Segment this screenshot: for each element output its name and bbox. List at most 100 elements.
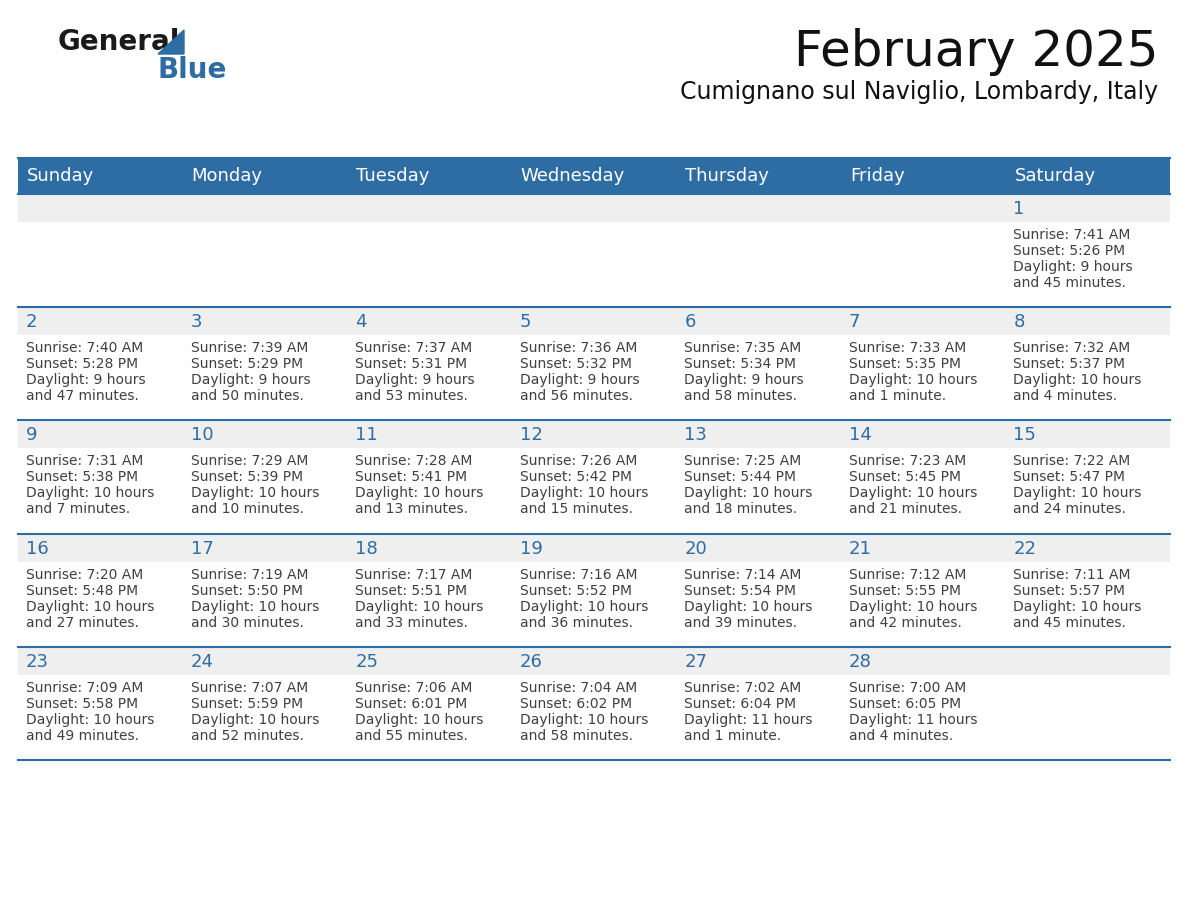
Text: 25: 25 <box>355 653 378 671</box>
Text: Sunrise: 7:19 AM: Sunrise: 7:19 AM <box>190 567 308 582</box>
Text: Daylight: 9 hours: Daylight: 9 hours <box>355 374 475 387</box>
Text: Sunrise: 7:16 AM: Sunrise: 7:16 AM <box>519 567 637 582</box>
Text: Daylight: 10 hours: Daylight: 10 hours <box>26 487 154 500</box>
Text: Sunset: 5:58 PM: Sunset: 5:58 PM <box>26 697 138 711</box>
Text: Sunset: 5:50 PM: Sunset: 5:50 PM <box>190 584 303 598</box>
Bar <box>183 448 347 533</box>
Text: Sunrise: 7:02 AM: Sunrise: 7:02 AM <box>684 681 802 695</box>
Text: Sunrise: 7:28 AM: Sunrise: 7:28 AM <box>355 454 473 468</box>
Text: Sunset: 5:28 PM: Sunset: 5:28 PM <box>26 357 138 371</box>
Text: Sunrise: 7:26 AM: Sunrise: 7:26 AM <box>519 454 637 468</box>
Text: 1: 1 <box>1013 200 1025 218</box>
Text: 9: 9 <box>26 426 38 444</box>
Text: Daylight: 9 hours: Daylight: 9 hours <box>1013 260 1133 274</box>
Bar <box>512 335 676 420</box>
Text: and 18 minutes.: and 18 minutes. <box>684 502 797 517</box>
Bar <box>1005 562 1170 647</box>
Text: Daylight: 9 hours: Daylight: 9 hours <box>684 374 804 387</box>
Text: and 50 minutes.: and 50 minutes. <box>190 389 303 403</box>
Bar <box>18 562 183 647</box>
Text: 22: 22 <box>1013 540 1036 557</box>
Text: 17: 17 <box>190 540 214 557</box>
Bar <box>841 562 1005 647</box>
Text: Sunrise: 7:14 AM: Sunrise: 7:14 AM <box>684 567 802 582</box>
Text: Sunset: 5:55 PM: Sunset: 5:55 PM <box>849 584 961 598</box>
Text: Sunset: 5:41 PM: Sunset: 5:41 PM <box>355 470 467 485</box>
Bar <box>347 222 512 308</box>
Text: 4: 4 <box>355 313 367 331</box>
Text: and 1 minute.: and 1 minute. <box>684 729 782 743</box>
Bar <box>1005 675 1170 760</box>
Bar <box>676 222 841 308</box>
Bar <box>18 308 1170 420</box>
Text: Daylight: 9 hours: Daylight: 9 hours <box>26 374 146 387</box>
Text: Daylight: 10 hours: Daylight: 10 hours <box>355 712 484 727</box>
Text: Sunrise: 7:39 AM: Sunrise: 7:39 AM <box>190 341 308 355</box>
Text: Sunset: 5:52 PM: Sunset: 5:52 PM <box>519 584 632 598</box>
Bar <box>841 335 1005 420</box>
Text: Daylight: 10 hours: Daylight: 10 hours <box>519 712 649 727</box>
Text: 6: 6 <box>684 313 696 331</box>
Bar <box>18 675 183 760</box>
Bar <box>347 448 512 533</box>
Text: Sunrise: 7:06 AM: Sunrise: 7:06 AM <box>355 681 473 695</box>
Text: Sunrise: 7:22 AM: Sunrise: 7:22 AM <box>1013 454 1131 468</box>
Text: and 58 minutes.: and 58 minutes. <box>684 389 797 403</box>
Text: Sunrise: 7:23 AM: Sunrise: 7:23 AM <box>849 454 966 468</box>
Text: Sunset: 5:42 PM: Sunset: 5:42 PM <box>519 470 632 485</box>
Text: and 4 minutes.: and 4 minutes. <box>849 729 953 743</box>
Text: 5: 5 <box>519 313 531 331</box>
Bar <box>841 675 1005 760</box>
Bar <box>676 562 841 647</box>
Text: Sunrise: 7:12 AM: Sunrise: 7:12 AM <box>849 567 966 582</box>
Text: Daylight: 10 hours: Daylight: 10 hours <box>1013 487 1142 500</box>
Text: Sunrise: 7:25 AM: Sunrise: 7:25 AM <box>684 454 802 468</box>
Bar <box>183 675 347 760</box>
Text: 20: 20 <box>684 540 707 557</box>
Bar <box>18 158 1170 194</box>
Text: Sunset: 5:51 PM: Sunset: 5:51 PM <box>355 584 467 598</box>
Bar <box>18 448 183 533</box>
Text: and 1 minute.: and 1 minute. <box>849 389 946 403</box>
Text: Daylight: 9 hours: Daylight: 9 hours <box>190 374 310 387</box>
Text: Daylight: 11 hours: Daylight: 11 hours <box>684 712 813 727</box>
Text: Sunset: 5:39 PM: Sunset: 5:39 PM <box>190 470 303 485</box>
Text: Daylight: 9 hours: Daylight: 9 hours <box>519 374 639 387</box>
Bar <box>512 448 676 533</box>
Text: 26: 26 <box>519 653 543 671</box>
Text: Sunset: 5:57 PM: Sunset: 5:57 PM <box>1013 584 1125 598</box>
Text: Sunset: 5:38 PM: Sunset: 5:38 PM <box>26 470 138 485</box>
Text: Daylight: 10 hours: Daylight: 10 hours <box>1013 374 1142 387</box>
Text: and 58 minutes.: and 58 minutes. <box>519 729 633 743</box>
Text: and 39 minutes.: and 39 minutes. <box>684 616 797 630</box>
Text: Sunrise: 7:31 AM: Sunrise: 7:31 AM <box>26 454 144 468</box>
Text: Saturday: Saturday <box>1015 167 1095 185</box>
Text: Sunset: 6:05 PM: Sunset: 6:05 PM <box>849 697 961 711</box>
Bar <box>18 420 1170 533</box>
Text: Thursday: Thursday <box>685 167 769 185</box>
Text: Sunset: 5:48 PM: Sunset: 5:48 PM <box>26 584 138 598</box>
Text: Sunrise: 7:04 AM: Sunrise: 7:04 AM <box>519 681 637 695</box>
Text: Blue: Blue <box>158 56 227 84</box>
Text: Sunset: 5:34 PM: Sunset: 5:34 PM <box>684 357 796 371</box>
Text: Tuesday: Tuesday <box>356 167 430 185</box>
Text: and 7 minutes.: and 7 minutes. <box>26 502 131 517</box>
Text: and 33 minutes.: and 33 minutes. <box>355 616 468 630</box>
Text: Sunset: 5:59 PM: Sunset: 5:59 PM <box>190 697 303 711</box>
Text: Sunrise: 7:09 AM: Sunrise: 7:09 AM <box>26 681 144 695</box>
Text: 19: 19 <box>519 540 543 557</box>
Text: 16: 16 <box>26 540 49 557</box>
Text: and 27 minutes.: and 27 minutes. <box>26 616 139 630</box>
Text: Daylight: 10 hours: Daylight: 10 hours <box>849 599 978 613</box>
Text: Sunrise: 7:11 AM: Sunrise: 7:11 AM <box>1013 567 1131 582</box>
Text: Sunset: 5:35 PM: Sunset: 5:35 PM <box>849 357 961 371</box>
Text: Daylight: 10 hours: Daylight: 10 hours <box>1013 599 1142 613</box>
Text: and 10 minutes.: and 10 minutes. <box>190 502 304 517</box>
Text: and 30 minutes.: and 30 minutes. <box>190 616 303 630</box>
Text: Sunset: 5:45 PM: Sunset: 5:45 PM <box>849 470 961 485</box>
Text: Sunrise: 7:37 AM: Sunrise: 7:37 AM <box>355 341 473 355</box>
Text: 12: 12 <box>519 426 543 444</box>
Text: Sunrise: 7:29 AM: Sunrise: 7:29 AM <box>190 454 308 468</box>
Text: Sunrise: 7:17 AM: Sunrise: 7:17 AM <box>355 567 473 582</box>
Text: 13: 13 <box>684 426 707 444</box>
